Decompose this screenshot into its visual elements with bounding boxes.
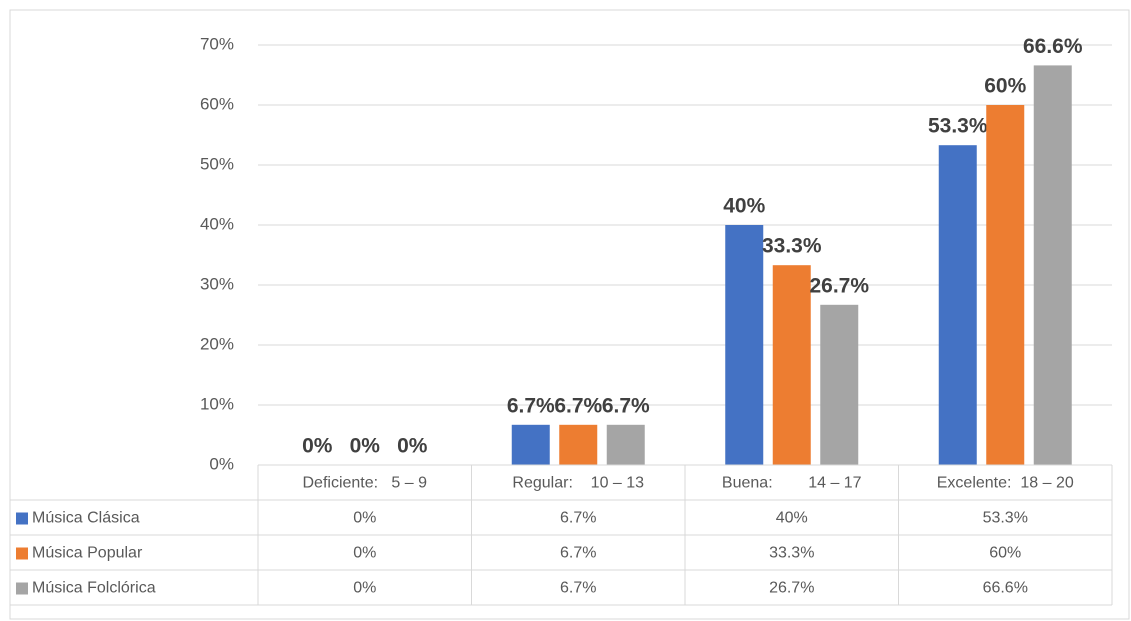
data-label: 6.7% (507, 394, 555, 417)
bar (772, 265, 811, 465)
x-tick-label: Regular: 10 – 13 (512, 475, 644, 492)
x-tick-label: Deficiente: 5 – 9 (302, 475, 427, 492)
table-cell: 0% (353, 545, 376, 562)
table-cell: 66.6% (983, 580, 1028, 597)
y-tick-label: 30% (200, 274, 234, 293)
y-tick-label: 70% (200, 34, 234, 53)
y-tick-label: 10% (200, 394, 234, 413)
x-tick-label: Excelente: 18 – 20 (937, 475, 1074, 492)
legend-key (16, 582, 28, 595)
table-cell: 6.7% (560, 580, 596, 597)
legend-label: Música Folclórica (32, 580, 156, 597)
bar (938, 145, 977, 465)
table-cell: 53.3% (983, 510, 1028, 527)
y-tick-label: 0% (209, 454, 234, 473)
bar (725, 225, 764, 465)
data-label: 60% (984, 75, 1026, 98)
data-label: 33.3% (762, 235, 822, 258)
table-cell: 0% (353, 510, 376, 527)
table-cell: 40% (776, 510, 808, 527)
data-label: 53.3% (928, 115, 988, 138)
y-tick-label: 40% (200, 214, 234, 233)
y-tick-label: 50% (200, 154, 234, 173)
y-tick-label: 60% (200, 94, 234, 113)
table-cell: 6.7% (560, 510, 596, 527)
table-cell: 26.7% (769, 580, 814, 597)
data-label: 0% (302, 435, 333, 458)
chart-border (9, 9, 1130, 620)
data-label: 6.7% (554, 394, 602, 417)
bar (606, 424, 645, 465)
legend-key (16, 512, 28, 525)
y-tick-label: 20% (200, 334, 234, 353)
bar (1033, 65, 1072, 466)
bar (820, 304, 859, 465)
legend-key (16, 547, 28, 560)
table-cell: 33.3% (769, 545, 814, 562)
table-cell: 0% (353, 580, 376, 597)
bar (511, 424, 550, 465)
data-label: 26.7% (809, 274, 869, 297)
table-cell: 6.7% (560, 545, 596, 562)
data-label: 0% (350, 435, 381, 458)
table-cell: 60% (989, 545, 1021, 562)
data-label: 0% (397, 435, 428, 458)
data-label: 6.7% (602, 394, 650, 417)
data-label: 66.6% (1023, 35, 1083, 58)
legend-label: Música Clásica (32, 510, 140, 527)
x-tick-label: Buena: 14 – 17 (722, 475, 862, 492)
bar (986, 105, 1025, 465)
data-label: 40% (723, 195, 765, 218)
legend-label: Música Popular (32, 545, 143, 562)
bar (559, 424, 598, 465)
